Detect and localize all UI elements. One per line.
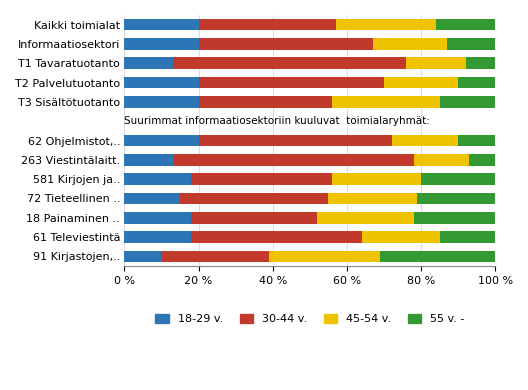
- Bar: [124, 38, 199, 50]
- Bar: [436, 19, 495, 30]
- Bar: [124, 154, 173, 166]
- Bar: [124, 135, 199, 146]
- Bar: [191, 231, 362, 243]
- Bar: [458, 77, 495, 89]
- Bar: [332, 174, 421, 185]
- Bar: [199, 96, 332, 108]
- Bar: [162, 251, 269, 262]
- Bar: [191, 212, 317, 223]
- Bar: [328, 193, 418, 204]
- Bar: [447, 38, 495, 50]
- Bar: [199, 38, 373, 50]
- Bar: [332, 96, 440, 108]
- Bar: [191, 174, 332, 185]
- Bar: [414, 154, 469, 166]
- Bar: [373, 38, 447, 50]
- Bar: [269, 251, 380, 262]
- Bar: [124, 57, 173, 69]
- Bar: [440, 231, 495, 243]
- Bar: [407, 57, 466, 69]
- Bar: [124, 77, 199, 89]
- Bar: [124, 251, 162, 262]
- Bar: [180, 193, 328, 204]
- Bar: [317, 212, 414, 223]
- Bar: [124, 193, 180, 204]
- Bar: [173, 57, 407, 69]
- Bar: [199, 19, 336, 30]
- Bar: [414, 212, 495, 223]
- Bar: [384, 77, 458, 89]
- Bar: [124, 96, 199, 108]
- Bar: [336, 19, 436, 30]
- Bar: [440, 96, 495, 108]
- Bar: [458, 135, 495, 146]
- Bar: [466, 57, 495, 69]
- Bar: [124, 231, 191, 243]
- Bar: [380, 251, 495, 262]
- Bar: [362, 231, 440, 243]
- Bar: [173, 154, 414, 166]
- Bar: [199, 135, 392, 146]
- Bar: [421, 174, 495, 185]
- Bar: [199, 77, 384, 89]
- Bar: [392, 135, 458, 146]
- Legend: 18-29 v., 30-44 v., 45-54 v., 55 v. -: 18-29 v., 30-44 v., 45-54 v., 55 v. -: [151, 309, 469, 329]
- Text: Suurimmat informaatiosektoriin kuuluvat  toimialaryhmät:: Suurimmat informaatiosektoriin kuuluvat …: [124, 116, 430, 126]
- Bar: [418, 193, 495, 204]
- Bar: [124, 19, 199, 30]
- Bar: [124, 212, 191, 223]
- Bar: [469, 154, 495, 166]
- Bar: [124, 174, 191, 185]
